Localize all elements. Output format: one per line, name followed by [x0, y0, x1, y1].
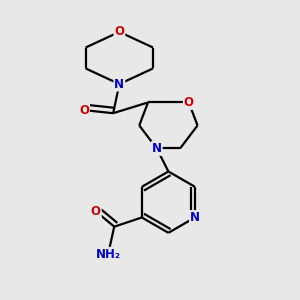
Text: N: N: [152, 142, 162, 155]
Text: O: O: [184, 96, 194, 109]
Text: N: N: [190, 211, 200, 224]
Text: NH₂: NH₂: [96, 248, 121, 261]
Text: O: O: [114, 26, 124, 38]
Text: O: O: [79, 103, 89, 117]
Text: N: N: [114, 78, 124, 91]
Text: O: O: [91, 205, 101, 218]
